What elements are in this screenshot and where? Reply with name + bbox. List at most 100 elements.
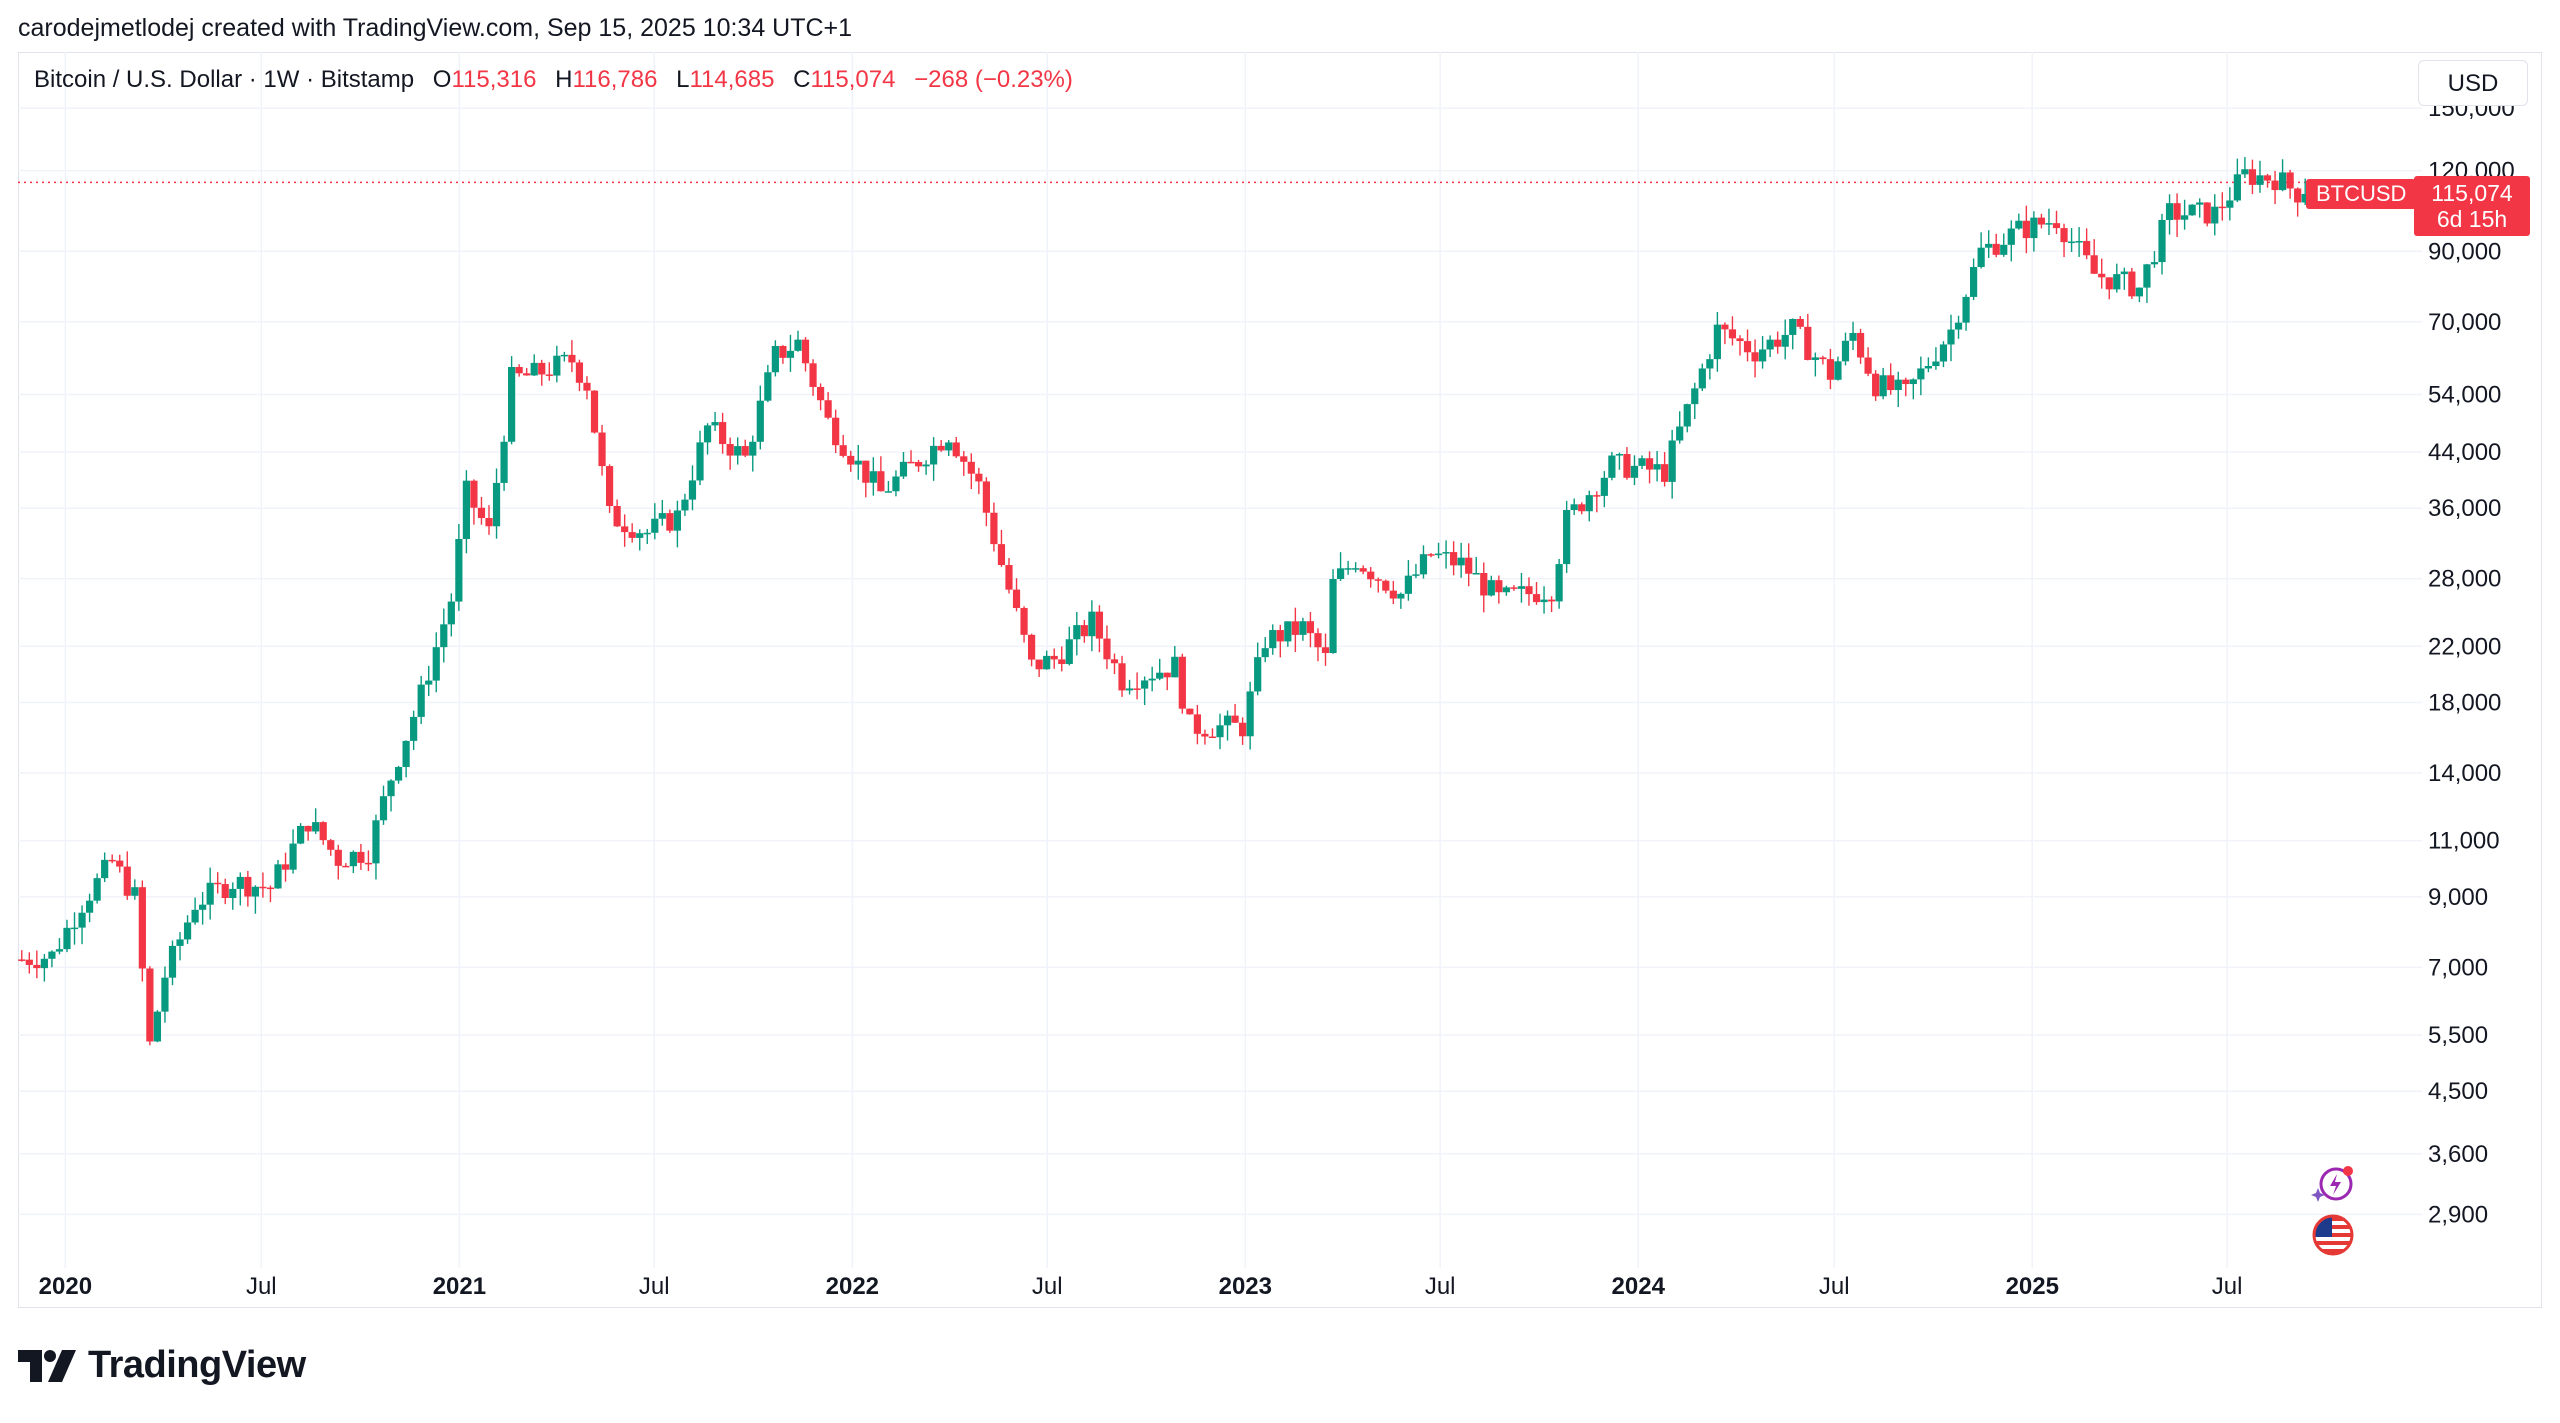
candle-body	[379, 796, 388, 821]
candle-body	[1306, 621, 1315, 634]
candle-body	[1947, 329, 1955, 345]
candle-body	[191, 909, 199, 923]
candle-body	[1623, 454, 1631, 478]
candle-body	[1856, 332, 1865, 358]
candle-body	[1336, 568, 1345, 580]
candle-body	[266, 887, 275, 890]
y-tick-label: 54,000	[2428, 382, 2501, 409]
candle-body	[1223, 715, 1232, 726]
candle-body	[18, 959, 26, 961]
candle-body	[1743, 341, 1752, 353]
candle-body	[1239, 722, 1247, 737]
candle-body	[1163, 672, 1171, 678]
y-tick-label: 22,000	[2428, 633, 2501, 660]
candle-body	[1924, 365, 1932, 369]
y-tick-label: 28,000	[2428, 566, 2501, 593]
candle-body	[832, 417, 840, 446]
x-tick-label: Jul	[1819, 1273, 1850, 1300]
low-value: 114,685	[689, 66, 775, 93]
candle-body	[1661, 464, 1669, 482]
candle-body	[2143, 264, 2151, 288]
candle-body	[236, 876, 244, 889]
open-label: O	[432, 66, 452, 93]
candle-body	[1939, 344, 1948, 362]
candle-body	[492, 482, 501, 527]
candle-body	[70, 927, 79, 930]
candle-body	[884, 491, 893, 493]
candle-body	[372, 820, 380, 864]
candle-body	[1389, 590, 1397, 599]
price-chart[interactable]: 150,000120,00090,00070,00054,00044,00036…	[0, 0, 2560, 1320]
candle-body	[801, 339, 810, 364]
candle-body	[1985, 243, 1993, 248]
candle-body	[146, 968, 154, 1042]
y-tick-label: 7,000	[2428, 954, 2488, 981]
candle-body	[1193, 714, 1201, 734]
candle-body	[719, 422, 727, 445]
us-flag-icon[interactable]	[2310, 1212, 2356, 1258]
candle-body	[1352, 568, 1360, 570]
y-tick-label: 90,000	[2428, 238, 2501, 265]
candle-body	[470, 480, 478, 508]
sparkle-bolt-icon[interactable]	[2310, 1162, 2356, 1208]
candle-body	[2196, 202, 2204, 205]
x-tick-label: 2021	[433, 1273, 486, 1300]
candle-body	[2075, 241, 2083, 243]
candle-body	[1841, 340, 1850, 362]
candle-body	[2181, 215, 2189, 220]
candle-body	[168, 945, 177, 978]
candle-body	[410, 716, 418, 741]
candle-body	[455, 538, 463, 602]
candle-body	[153, 1011, 162, 1042]
last-price-value: 115,074	[2431, 180, 2513, 206]
candle-body	[2294, 188, 2302, 203]
candle-body	[229, 888, 237, 899]
candle-body	[1992, 243, 2000, 255]
tradingview-logo-icon	[18, 1349, 76, 1382]
candle-body	[914, 461, 923, 467]
candle-body	[2301, 193, 2309, 203]
candle-body	[2113, 274, 2121, 290]
candle-body	[1721, 324, 1729, 330]
candle-body	[1374, 579, 1382, 581]
candle-body	[779, 345, 787, 358]
candle-body	[1728, 329, 1737, 339]
currency-button[interactable]: USD	[2418, 60, 2528, 106]
low-label: L	[676, 66, 690, 93]
candle-body	[1962, 296, 1970, 323]
candle-body	[1630, 465, 1639, 478]
candle-body	[462, 480, 470, 539]
tradingview-brand[interactable]: TradingView	[18, 1344, 306, 1387]
candle-body	[1261, 648, 1269, 658]
candle-body	[402, 740, 410, 768]
candle-body	[907, 461, 915, 464]
candle-body	[206, 882, 214, 905]
candle-body	[621, 526, 629, 533]
candle-body	[1487, 580, 1495, 596]
candle-body	[982, 481, 990, 513]
candle-body	[357, 851, 365, 863]
candle-body	[281, 864, 290, 870]
candle-body	[78, 912, 86, 928]
candle-body	[48, 951, 56, 959]
candle-body	[1864, 357, 1872, 374]
x-tick-label: Jul	[2212, 1273, 2243, 1300]
candle-body	[809, 363, 817, 387]
candle-body	[85, 900, 94, 913]
candle-body	[342, 865, 350, 868]
candle-body	[862, 460, 870, 483]
y-tick-label: 2,900	[2428, 1201, 2488, 1228]
candle-body	[1419, 554, 1428, 575]
candle-body	[1736, 338, 1744, 342]
candle-body	[1774, 339, 1782, 347]
candle-body	[1954, 322, 1963, 330]
candle-body	[945, 442, 953, 451]
x-tick-label: Jul	[1032, 1273, 1063, 1300]
candle-body	[508, 366, 516, 442]
candle-body	[2037, 217, 2046, 225]
candle-body	[1457, 557, 1465, 566]
close-label: C	[793, 66, 811, 93]
candle-body	[711, 422, 719, 426]
time-axis: 2020 Jul 2021 Jul 2022 Jul 2023 Jul 2024 Jul 2025 J…	[39, 1273, 2243, 1300]
candle-body	[673, 510, 682, 531]
